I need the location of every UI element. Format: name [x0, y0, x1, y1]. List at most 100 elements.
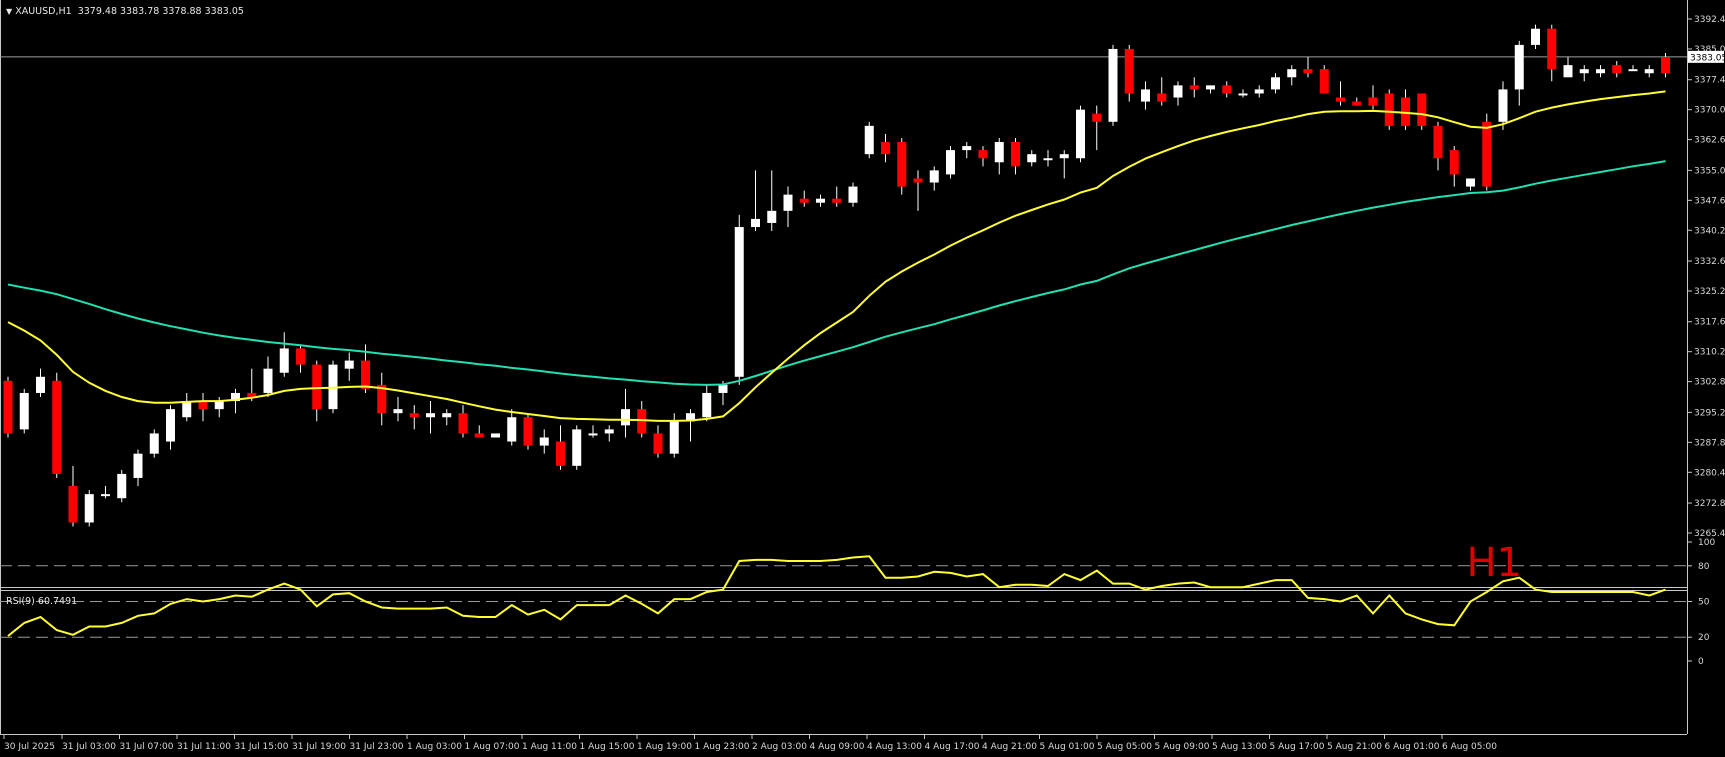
bull-candle-body: [1254, 89, 1264, 94]
time-tick-label: 5 Aug 01:00: [1040, 742, 1095, 752]
bull-candle-body: [669, 421, 679, 454]
bull-candle-body: [946, 150, 955, 175]
ma-fast-line: [7, 90, 1666, 422]
price-tick-label: 3362.60: [1694, 136, 1725, 146]
ma-slow-line: [7, 160, 1666, 386]
time-tick-label: 31 Jul 11:00: [177, 742, 231, 752]
price-tick-label: 3347.60: [1694, 196, 1725, 206]
bull-candle-body: [393, 409, 403, 414]
bear-candle-body: [913, 178, 923, 183]
bull-candle-body: [442, 413, 452, 418]
bear-candle-body: [1011, 142, 1020, 167]
bull-candle-body: [1076, 109, 1085, 159]
bull-candle-body: [1271, 77, 1280, 90]
candles: [3, 24, 1670, 527]
current-price-label-box: [1688, 50, 1724, 63]
current-price-label: 3383.05: [1690, 53, 1725, 63]
time-tick-label: 5 Aug 05:00: [1097, 742, 1152, 752]
bull-candle-body: [1108, 48, 1118, 122]
bear-candle-body: [1303, 69, 1313, 74]
bull-candle-body: [426, 413, 435, 418]
rsi-tick-label: 20: [1698, 633, 1710, 643]
bear-candle-body: [247, 392, 257, 398]
price-tick-label: 3287.80: [1694, 438, 1725, 448]
rsi-tick-label: 100: [1698, 538, 1715, 548]
bull-candle-body: [166, 409, 175, 442]
bear-candle-body: [1401, 97, 1410, 126]
price-tick-label: 3325.20: [1694, 287, 1725, 297]
time-tick-label: 1 Aug 23:00: [695, 742, 750, 752]
bull-candle-body: [734, 227, 744, 377]
price-tick-label: 3302.80: [1694, 378, 1725, 388]
symbol-header: ▼ XAUUSD,H1 3379.48 3383.78 3378.88 3383…: [6, 6, 244, 17]
bull-candle-body: [848, 186, 858, 203]
menu-triangle-icon[interactable]: ▼: [6, 7, 13, 16]
bull-candle-body: [588, 433, 598, 436]
bear-candle-body: [1384, 93, 1394, 126]
bull-candle-body: [1514, 44, 1524, 90]
bull-candle-body: [621, 409, 630, 426]
bull-candle-body: [702, 392, 712, 418]
bear-candle-body: [296, 348, 305, 365]
price-tick-label: 3385.00: [1694, 45, 1725, 55]
rsi-level-lines: [0, 565, 1687, 638]
rsi-tick-label: 0: [1698, 657, 1704, 667]
bull-candle-body: [507, 417, 517, 442]
rsi-tick-label: 50: [1698, 598, 1710, 608]
bull-candle-body: [1596, 69, 1605, 74]
bull-candle-body: [929, 170, 939, 183]
time-tick-label: 4 Aug 21:00: [982, 742, 1037, 752]
price-tick-label: 3310.20: [1694, 348, 1725, 358]
bull-candle-body: [1628, 69, 1638, 72]
bear-candle-body: [1092, 113, 1102, 122]
bull-candle-body: [1043, 158, 1053, 161]
bear-candle-body: [68, 486, 78, 523]
price-tick-label: 3317.60: [1694, 318, 1725, 328]
price-tick-label: 3272.80: [1694, 499, 1725, 509]
bear-candle-body: [3, 380, 13, 434]
bear-candle-body: [799, 198, 809, 203]
price-tick-label: 3392.40: [1694, 15, 1725, 25]
time-tick-label: 1 Aug 15:00: [580, 742, 635, 752]
bull-candle-body: [1238, 93, 1248, 96]
rsi-line: [7, 555, 1666, 637]
bear-candle-body: [361, 360, 370, 389]
time-tick-label: 5 Aug 21:00: [1327, 742, 1382, 752]
bull-candle-body: [117, 473, 127, 499]
bear-candle-body: [458, 413, 468, 434]
price-tick-label: 3332.60: [1694, 257, 1725, 267]
bull-candle-body: [279, 348, 289, 373]
time-axis: 30 Jul 2025 31 Jul 03:00 31 Jul 07:00 31 Ju…: [3, 735, 1497, 752]
bull-candle-body: [718, 384, 728, 393]
time-tick-label: 6 Aug 05:00: [1442, 742, 1497, 752]
bear-candle-body: [1124, 48, 1134, 94]
bull-candle-body: [36, 376, 45, 393]
bear-candle-body: [1612, 65, 1622, 74]
time-tick-label: 31 Jul 03:00: [62, 742, 116, 752]
bull-candle-body: [182, 401, 192, 418]
bear-candle-body: [1433, 125, 1443, 159]
bull-candle-body: [133, 453, 143, 478]
bear-candle-body: [198, 401, 208, 410]
price-tick-label: 3265.40: [1694, 529, 1725, 539]
bull-candle-body: [1531, 28, 1540, 45]
bear-candle-body: [897, 142, 907, 187]
bear-candle-body: [832, 198, 842, 203]
current-price-line: 3383.05: [0, 50, 1725, 63]
price-tick-label: 3355.00: [1694, 166, 1725, 176]
bull-candle-body: [783, 194, 793, 211]
bull-candle-body: [344, 360, 354, 369]
bull-candle-body: [231, 392, 240, 402]
bear-candle-body: [523, 417, 533, 446]
time-tick-label: 31 Jul 15:00: [235, 742, 289, 752]
time-tick-label: 1 Aug 07:00: [465, 742, 520, 752]
time-tick-label: 30 Jul 2025: [4, 742, 55, 752]
ohlc-values: 3379.48 3383.78 3378.88 3383.05: [77, 6, 244, 17]
bear-candle-body: [52, 380, 62, 474]
time-tick-label: 2 Aug 03:00: [752, 742, 807, 752]
bull-candle-body: [751, 218, 760, 228]
time-tick-label: 4 Aug 09:00: [810, 742, 865, 752]
time-tick-label: 4 Aug 17:00: [925, 742, 980, 752]
